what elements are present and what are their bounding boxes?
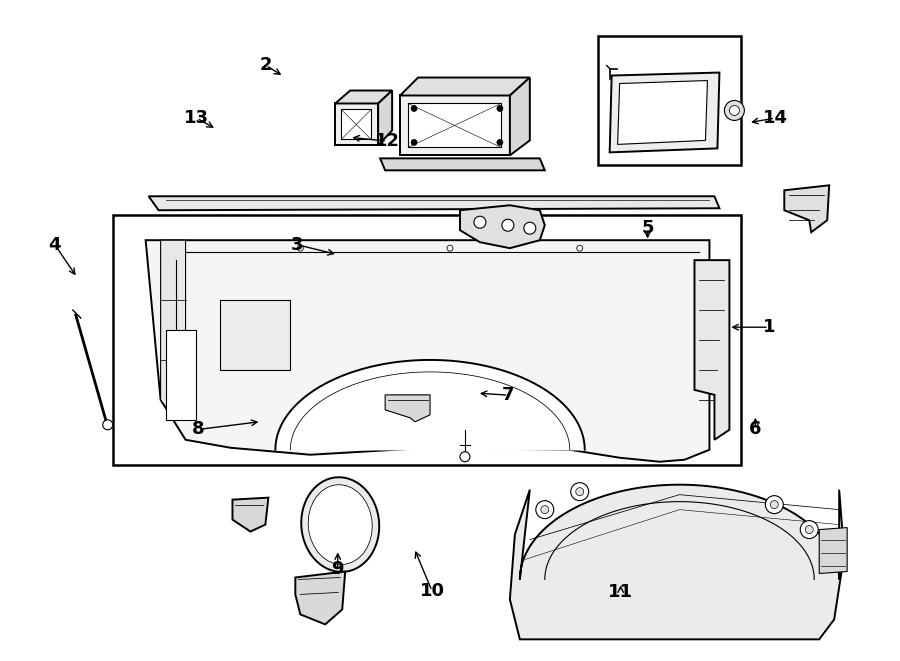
Circle shape bbox=[536, 500, 554, 519]
Text: 6: 6 bbox=[749, 420, 761, 438]
Polygon shape bbox=[784, 185, 829, 232]
Text: 3: 3 bbox=[291, 236, 303, 254]
Polygon shape bbox=[408, 104, 501, 147]
Circle shape bbox=[460, 451, 470, 462]
Polygon shape bbox=[341, 110, 371, 139]
Text: 10: 10 bbox=[419, 582, 445, 600]
Circle shape bbox=[524, 222, 536, 234]
Circle shape bbox=[497, 106, 503, 112]
Circle shape bbox=[411, 106, 417, 112]
Text: 8: 8 bbox=[193, 420, 205, 438]
Circle shape bbox=[541, 506, 549, 514]
Polygon shape bbox=[378, 91, 392, 145]
Text: 13: 13 bbox=[184, 109, 209, 127]
Polygon shape bbox=[510, 485, 844, 639]
Polygon shape bbox=[819, 527, 847, 574]
Polygon shape bbox=[460, 206, 544, 248]
Circle shape bbox=[800, 521, 818, 539]
Polygon shape bbox=[400, 77, 530, 95]
Circle shape bbox=[729, 106, 740, 116]
Polygon shape bbox=[160, 240, 185, 420]
Ellipse shape bbox=[302, 477, 379, 572]
Text: 2: 2 bbox=[259, 56, 272, 74]
Circle shape bbox=[770, 500, 778, 508]
Polygon shape bbox=[695, 260, 729, 440]
Polygon shape bbox=[220, 300, 291, 370]
Polygon shape bbox=[335, 104, 378, 145]
Polygon shape bbox=[146, 240, 709, 462]
Polygon shape bbox=[148, 196, 719, 210]
Polygon shape bbox=[385, 395, 430, 422]
Text: 11: 11 bbox=[608, 583, 633, 601]
Circle shape bbox=[571, 483, 589, 500]
Circle shape bbox=[502, 219, 514, 231]
Ellipse shape bbox=[308, 485, 373, 564]
Polygon shape bbox=[275, 360, 585, 449]
Polygon shape bbox=[295, 572, 346, 625]
Polygon shape bbox=[166, 330, 195, 420]
Text: 7: 7 bbox=[502, 386, 515, 404]
Circle shape bbox=[103, 420, 112, 430]
Polygon shape bbox=[335, 91, 392, 104]
Text: 14: 14 bbox=[762, 109, 788, 127]
Circle shape bbox=[724, 100, 744, 120]
Polygon shape bbox=[609, 73, 719, 153]
Circle shape bbox=[765, 496, 783, 514]
Polygon shape bbox=[617, 81, 707, 144]
Polygon shape bbox=[400, 95, 510, 155]
Text: 9: 9 bbox=[331, 561, 344, 578]
Polygon shape bbox=[380, 159, 544, 171]
Polygon shape bbox=[598, 36, 742, 165]
Circle shape bbox=[474, 216, 486, 228]
Circle shape bbox=[497, 139, 503, 145]
Polygon shape bbox=[112, 215, 742, 465]
Text: 4: 4 bbox=[49, 236, 61, 254]
Circle shape bbox=[576, 488, 584, 496]
Text: 5: 5 bbox=[642, 219, 653, 237]
Text: 1: 1 bbox=[762, 318, 775, 336]
Circle shape bbox=[806, 525, 814, 533]
Polygon shape bbox=[232, 498, 268, 531]
Polygon shape bbox=[510, 77, 530, 155]
Text: 12: 12 bbox=[374, 132, 400, 150]
Circle shape bbox=[411, 139, 417, 145]
